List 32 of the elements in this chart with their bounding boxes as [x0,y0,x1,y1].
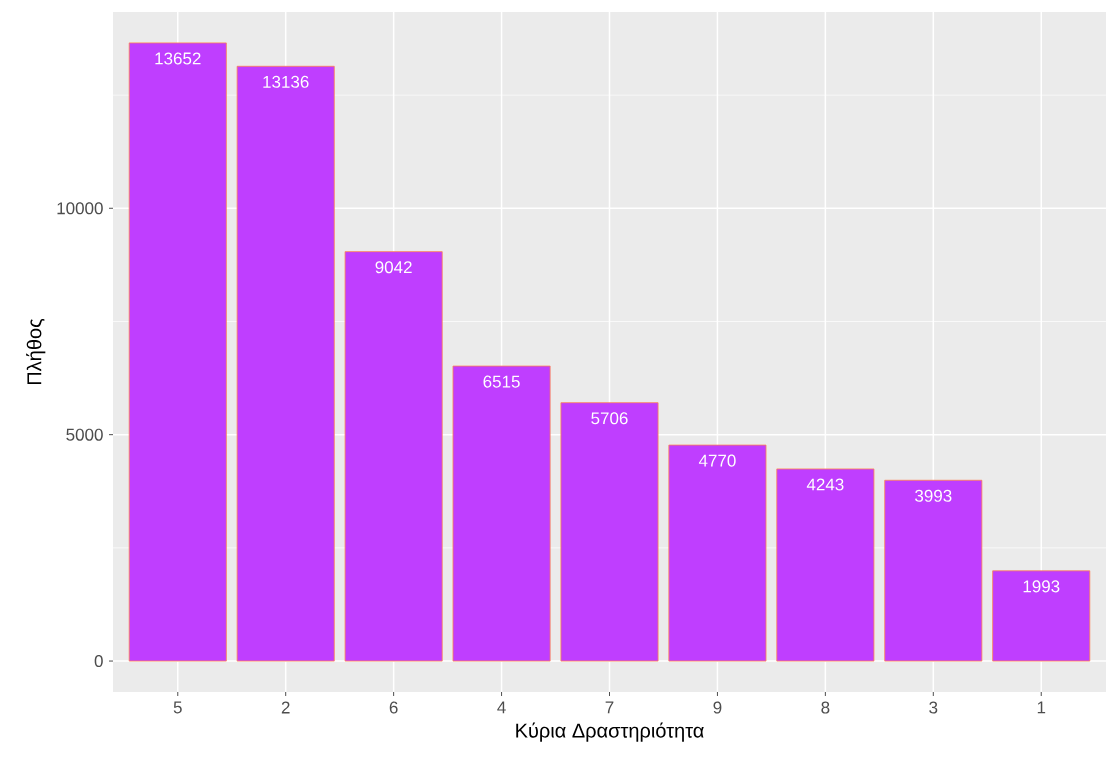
bar [128,42,227,662]
x-tick-label: 6 [389,701,398,714]
bar [236,65,335,662]
data-label: 4770 [698,454,736,467]
bar [668,444,767,662]
bar [452,365,551,662]
x-tick-label: 8 [821,701,830,714]
bar [776,468,875,662]
x-tick-label: 5 [173,701,182,714]
y-tick-label: 10000 [57,202,103,215]
bar [992,570,1091,662]
x-tick-label: 1 [1037,701,1046,714]
x-tick-label: 4 [497,701,506,714]
bar [560,402,659,662]
data-label: 4243 [806,478,844,491]
x-axis-title: Κύρια Δραστηριότητα [516,722,704,742]
data-label: 5706 [591,412,628,425]
data-label: 6515 [483,375,520,388]
y-tick-label: 0 [94,655,103,668]
x-tick-label: 7 [605,701,614,714]
bar [344,251,443,662]
data-label: 13652 [155,52,201,65]
x-tick-label: 9 [713,701,722,714]
data-label: 1993 [1023,580,1060,593]
data-label: 3993 [915,489,952,502]
data-label: 9042 [375,261,412,274]
data-label: 13136 [263,75,309,88]
y-tick-label: 5000 [66,428,103,441]
x-tick-label: 2 [281,701,290,714]
x-tick-label: 3 [929,701,938,714]
y-axis-title: Πλήθος [26,318,46,385]
bar [884,479,983,662]
